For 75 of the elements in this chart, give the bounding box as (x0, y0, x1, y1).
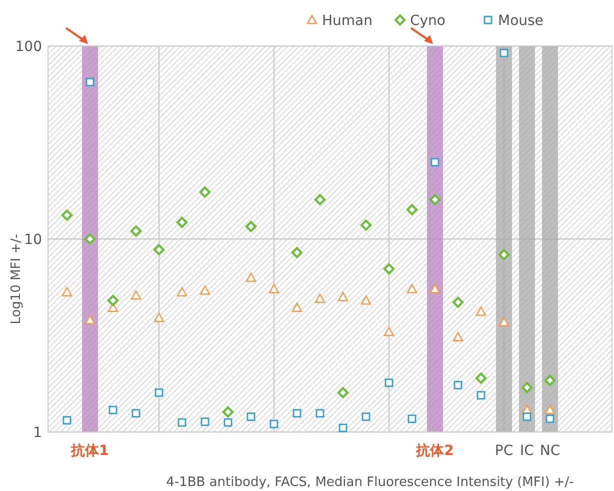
point (154, 312, 164, 322)
point (130, 225, 142, 237)
y-axis-title: Log10 MFI +/- (9, 233, 24, 324)
x-tick-label: IC (520, 443, 534, 459)
point (360, 220, 372, 231)
point (222, 406, 234, 418)
point (107, 294, 119, 306)
y-tick-label: 10 (24, 232, 42, 248)
point (452, 332, 464, 342)
point (270, 420, 278, 428)
point (62, 416, 72, 424)
point (200, 418, 210, 426)
point (500, 48, 508, 58)
point (498, 249, 510, 260)
point (476, 306, 486, 316)
point (268, 284, 280, 294)
point (292, 302, 302, 312)
x-tick-label: 抗体1 (70, 443, 109, 459)
point (130, 290, 142, 300)
point (360, 295, 372, 305)
point (429, 194, 441, 206)
point (84, 233, 96, 245)
point (383, 263, 395, 274)
legend-label: Cyno (410, 12, 446, 29)
point (153, 244, 165, 256)
point (314, 194, 326, 206)
point (454, 380, 462, 390)
point (176, 216, 188, 228)
point (62, 287, 72, 296)
point (200, 286, 210, 295)
point (384, 378, 394, 387)
point (246, 412, 256, 421)
point (61, 209, 73, 221)
point (475, 372, 487, 384)
point (199, 186, 211, 198)
point (521, 382, 533, 394)
point (544, 404, 556, 414)
point (84, 314, 96, 324)
x-axis-title: 4-1BB antibody, FACS, Median Fluorescence Intensity (MFI) +/- (166, 475, 574, 490)
point (384, 326, 394, 336)
point (154, 388, 164, 397)
point (292, 409, 302, 418)
x-tick-label: 抗体2 (415, 443, 454, 459)
point (430, 284, 440, 294)
point (338, 424, 348, 432)
point (178, 418, 186, 427)
point (546, 414, 554, 424)
point (476, 391, 486, 400)
point (86, 78, 94, 86)
point (245, 220, 257, 232)
point (406, 284, 418, 294)
point (316, 409, 324, 418)
legend-label: Mouse (498, 12, 544, 29)
x-tick-label: PC (494, 443, 514, 459)
y-tick-label: 1 (33, 424, 42, 441)
point (362, 412, 370, 421)
point (408, 414, 416, 424)
point (452, 296, 464, 308)
point (498, 317, 510, 326)
point (337, 387, 349, 398)
point (406, 204, 418, 216)
point (132, 409, 140, 418)
y-tick-label: 100 (15, 38, 42, 55)
legend-label: Human (322, 12, 372, 29)
point (522, 412, 532, 421)
point (338, 292, 348, 302)
point (314, 294, 326, 303)
point (291, 247, 303, 258)
point (246, 272, 256, 282)
point (544, 374, 556, 386)
point (430, 158, 440, 166)
point (108, 406, 118, 414)
point (176, 287, 188, 296)
point (224, 418, 232, 427)
x-tick-label: NC (540, 443, 560, 459)
